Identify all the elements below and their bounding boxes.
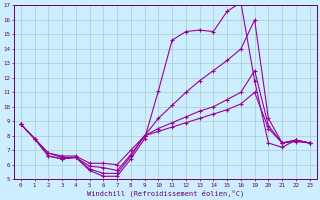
X-axis label: Windchill (Refroidissement éolien,°C): Windchill (Refroidissement éolien,°C) xyxy=(87,189,244,197)
